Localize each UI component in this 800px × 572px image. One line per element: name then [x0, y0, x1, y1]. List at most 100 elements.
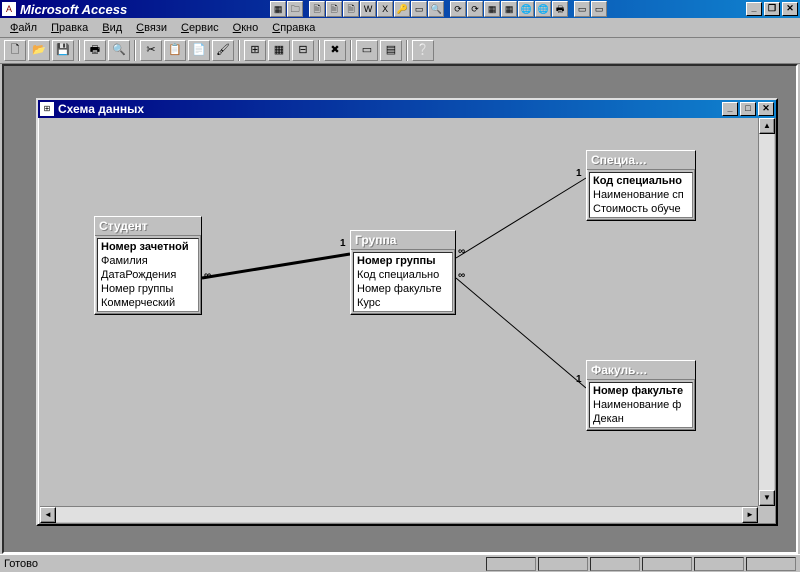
field[interactable]: Наименование ф — [593, 398, 689, 412]
tray-icon[interactable]: ⟳ — [450, 1, 466, 17]
child-title: Схема данных — [58, 102, 718, 116]
tray-icon[interactable]: ▭ — [574, 1, 590, 17]
field[interactable]: Стоимость обуче — [593, 202, 689, 216]
table-title[interactable]: Специа… — [587, 151, 695, 170]
scroll-right-button[interactable]: ► — [742, 507, 758, 523]
tray-icon[interactable]: ▦ — [270, 1, 286, 17]
child-titlebar[interactable]: ⊞ Схема данных _ □ ✕ — [38, 100, 776, 118]
tray-icon[interactable]: 🗀 — [287, 1, 303, 17]
tray-icon[interactable]: ▭ — [411, 1, 427, 17]
table-student[interactable]: Студент Номер зачетнойФамилияДатаРождения… — [94, 216, 202, 315]
cardinality-many: ∞ — [458, 270, 465, 281]
field[interactable]: Номер факульте — [357, 282, 449, 296]
field[interactable]: Курс — [357, 296, 449, 310]
diagram-canvas[interactable]: Студент Номер зачетнойФамилияДатаРождения… — [40, 118, 758, 506]
toolbar-button[interactable]: 🖌 — [212, 40, 234, 61]
toolbar-button[interactable]: ▭ — [356, 40, 378, 61]
status-cell — [694, 557, 744, 571]
child-maximize-button[interactable]: □ — [740, 102, 756, 116]
app-icon: A — [2, 2, 16, 16]
tray-icon[interactable]: 🗎 — [309, 1, 325, 17]
system-tray: ▦🗀🗎🗎🗎WX🔑▭🔍⟳⟳▦▦🌐🌐🖶▭▭ — [135, 1, 742, 17]
toolbar-button[interactable]: ⊟ — [292, 40, 314, 61]
tray-icon[interactable]: ⟳ — [467, 1, 483, 17]
toolbar-button[interactable]: ❔ — [412, 40, 434, 61]
table-title[interactable]: Студент — [95, 217, 201, 236]
horizontal-scrollbar[interactable]: ◄ ► — [40, 506, 758, 522]
field[interactable]: Коммерческий — [101, 296, 195, 310]
field[interactable]: ДатаРождения — [101, 268, 195, 282]
table-title[interactable]: Группа — [351, 231, 455, 250]
table-title[interactable]: Факуль… — [587, 361, 695, 380]
tray-icon[interactable]: ▦ — [501, 1, 517, 17]
field[interactable]: Номер факульте — [593, 384, 689, 398]
field[interactable]: Фамилия — [101, 254, 195, 268]
menu-сервис[interactable]: Сервис — [175, 20, 225, 36]
tray-icon[interactable]: 🌐 — [518, 1, 534, 17]
field[interactable]: Код специально — [593, 174, 689, 188]
menu-справка[interactable]: Справка — [266, 20, 321, 36]
maximize-button[interactable]: ❐ — [764, 2, 780, 16]
table-fields: Номер зачетнойФамилияДатаРожденияНомер г… — [97, 238, 199, 312]
toolbar-button[interactable]: ⊞ — [244, 40, 266, 61]
tray-icon[interactable]: ▦ — [484, 1, 500, 17]
cardinality-many: ∞ — [458, 246, 465, 257]
menu-связи[interactable]: Связи — [130, 20, 173, 36]
status-cell — [746, 557, 796, 571]
menu-файл[interactable]: Файл — [4, 20, 43, 36]
table-fields: Номер факультеНаименование фДекан — [589, 382, 693, 428]
table-group[interactable]: Группа Номер группыКод специальноНомер фа… — [350, 230, 456, 315]
menubar: ФайлПравкаВидСвязиСервисОкноСправка — [0, 18, 800, 38]
child-close-button[interactable]: ✕ — [758, 102, 774, 116]
toolbar-button[interactable]: ▤ — [380, 40, 402, 61]
menu-вид[interactable]: Вид — [96, 20, 128, 36]
field[interactable]: Номер группы — [357, 254, 449, 268]
toolbar-button[interactable]: 📄 — [188, 40, 210, 61]
statusbar: Готово — [0, 554, 800, 572]
tray-icon[interactable]: 🌐 — [535, 1, 551, 17]
scroll-left-button[interactable]: ◄ — [40, 507, 56, 523]
tray-icon[interactable]: W — [360, 1, 376, 17]
field[interactable]: Номер группы — [101, 282, 195, 296]
hscroll-track[interactable] — [56, 507, 742, 522]
toolbar-button[interactable]: ▦ — [268, 40, 290, 61]
child-minimize-button[interactable]: _ — [722, 102, 738, 116]
menu-окно[interactable]: Окно — [227, 20, 265, 36]
table-fac[interactable]: Факуль… Номер факультеНаименование фДекан — [586, 360, 696, 431]
toolbar-button[interactable]: 📂 — [28, 40, 50, 61]
toolbar-button[interactable]: 📋 — [164, 40, 186, 61]
field[interactable]: Код специально — [357, 268, 449, 282]
app-titlebar: A Microsoft Access ▦🗀🗎🗎🗎WX🔑▭🔍⟳⟳▦▦🌐🌐🖶▭▭ _… — [0, 0, 800, 18]
mdi-area: ⊞ Схема данных _ □ ✕ Студент Номер зачетн… — [2, 64, 798, 554]
table-spec[interactable]: Специа… Код специальноНаименование спСтои… — [586, 150, 696, 221]
tray-icon[interactable]: 🔍 — [428, 1, 444, 17]
child-body: Студент Номер зачетнойФамилияДатаРождения… — [40, 118, 774, 522]
toolbar-button[interactable]: ✂ — [140, 40, 162, 61]
minimize-button[interactable]: _ — [746, 2, 762, 16]
vertical-scrollbar[interactable]: ▲ ▼ — [758, 118, 774, 506]
tray-icon[interactable]: 🖶 — [552, 1, 568, 17]
field[interactable]: Декан — [593, 412, 689, 426]
app-title: Microsoft Access — [20, 2, 127, 17]
field[interactable]: Номер зачетной — [101, 240, 195, 254]
status-cell — [486, 557, 536, 571]
toolbar-button[interactable]: 🖶 — [84, 40, 106, 61]
tray-icon[interactable]: ▭ — [591, 1, 607, 17]
cardinality-many: ∞ — [204, 270, 211, 281]
vscroll-track[interactable] — [759, 134, 774, 490]
field[interactable]: Наименование сп — [593, 188, 689, 202]
toolbar-button[interactable]: 🗋 — [4, 40, 26, 61]
menu-правка[interactable]: Правка — [45, 20, 94, 36]
tray-icon[interactable]: 🗎 — [326, 1, 342, 17]
window-controls: _ ❐ ✕ — [746, 2, 798, 16]
scroll-up-button[interactable]: ▲ — [759, 118, 775, 134]
tray-icon[interactable]: 🗎 — [343, 1, 359, 17]
toolbar-button[interactable]: ✖ — [324, 40, 346, 61]
scroll-down-button[interactable]: ▼ — [759, 490, 775, 506]
tray-icon[interactable]: X — [377, 1, 393, 17]
cardinality-one: 1 — [576, 168, 582, 179]
toolbar-button[interactable]: 🔍 — [108, 40, 130, 61]
close-button[interactable]: ✕ — [782, 2, 798, 16]
toolbar-button[interactable]: 💾 — [52, 40, 74, 61]
tray-icon[interactable]: 🔑 — [394, 1, 410, 17]
